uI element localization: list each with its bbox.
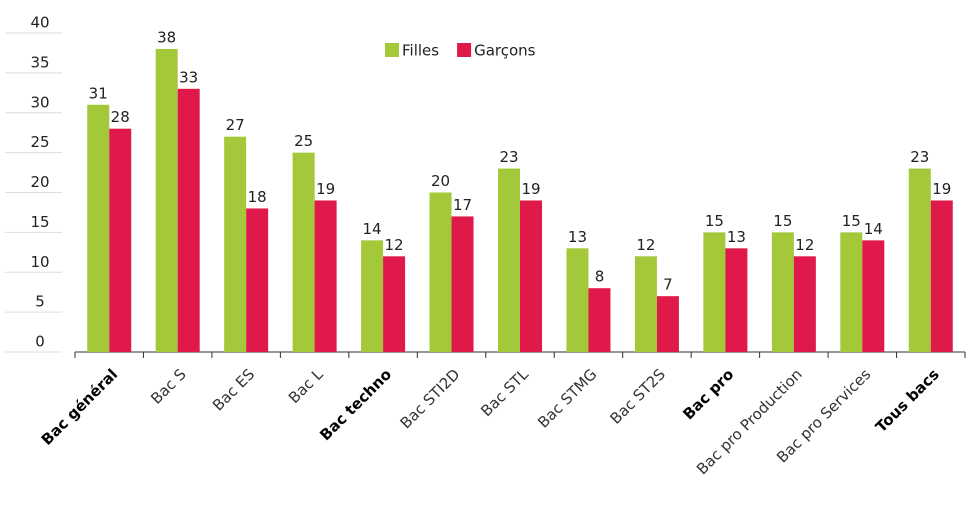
data-label: 33 [179,68,198,86]
data-label: 15 [773,212,792,230]
x-tick-label: Bac général [38,365,122,449]
x-tick-label: Bac ES [209,365,258,414]
x-tick-label: Bac pro [679,365,737,423]
bar [634,256,657,352]
data-label: 14 [363,220,382,238]
bar [361,240,384,352]
data-label: 15 [842,212,861,230]
x-tick-label: Bac ST2S [607,365,669,427]
data-label: 25 [294,132,313,150]
y-tick-label: 10 [30,253,49,271]
y-tick-label: 20 [30,173,49,191]
bar [292,152,315,352]
y-tick-label: 5 [35,293,45,311]
x-tick-label: Bac STMG [534,365,600,431]
data-label: 19 [521,180,540,198]
y-tick-label: 0 [35,333,45,351]
bar [930,200,953,352]
data-label: 23 [499,148,518,166]
bar [224,136,247,352]
y-tick-label: 25 [30,133,49,151]
data-label: 8 [595,268,605,286]
bar [793,256,816,352]
data-label: 19 [932,180,951,198]
bar [498,168,520,352]
bar [520,200,542,352]
x-tick-label: Bac STI2D [397,365,464,432]
legend-swatch [385,43,399,57]
x-tick-label: Bac STL [477,365,532,420]
data-label: 12 [795,236,814,254]
bar [177,88,200,352]
x-tick-label: Bac techno [316,365,395,444]
data-label: 14 [864,220,883,238]
data-label: 23 [910,148,929,166]
data-label: 7 [663,276,673,294]
x-tick-label: Bac S [147,365,189,407]
data-label: 38 [157,28,176,46]
bar [429,192,452,352]
bar [109,128,132,352]
y-tick-label: 40 [30,14,49,32]
data-label: 12 [636,236,655,254]
data-label: 27 [226,116,245,134]
data-label: 12 [385,236,404,254]
data-label: 20 [431,172,450,190]
x-tick-label: Bac L [285,365,327,407]
bar [862,240,885,352]
bar [314,200,337,352]
y-tick-label: 30 [30,93,49,111]
bar [656,296,679,352]
bar [87,104,110,353]
bar [840,232,863,352]
bar [588,288,611,352]
y-tick-label: 15 [30,213,49,231]
bar [155,48,178,352]
x-tick-label: Tous bacs [872,365,943,436]
y-tick-label: 35 [30,53,49,71]
data-label: 28 [111,108,130,126]
bar [451,216,474,352]
data-label: 31 [89,84,108,102]
bar [566,248,589,352]
legend-label: Filles [402,42,439,60]
bar [771,232,794,352]
data-label: 13 [568,228,587,246]
data-label: 13 [727,228,746,246]
bar [703,232,726,352]
legend-swatch [457,43,472,57]
data-label: 15 [705,212,724,230]
data-label: 18 [248,188,267,206]
bar [908,168,931,352]
legend-label: Garçons [474,42,536,60]
data-label: 19 [316,180,335,198]
bar [725,248,748,352]
data-label: 17 [453,196,472,214]
bar [383,256,406,352]
bar [246,208,269,352]
